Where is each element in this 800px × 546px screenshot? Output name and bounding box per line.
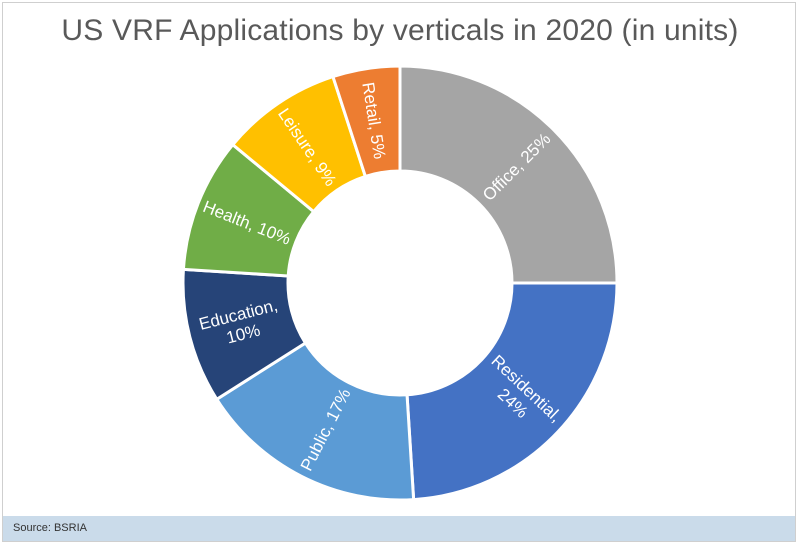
slice-retail — [331, 64, 402, 179]
slice-office — [398, 64, 619, 285]
slice-residential — [405, 281, 619, 502]
donut-slices — [181, 64, 619, 502]
chart-title: US VRF Applications by verticals in 2020… — [61, 14, 739, 47]
source-note: Source: BSRIA — [13, 522, 87, 534]
footer-bar: Source: BSRIA — [3, 516, 795, 541]
slice-public — [214, 340, 416, 502]
